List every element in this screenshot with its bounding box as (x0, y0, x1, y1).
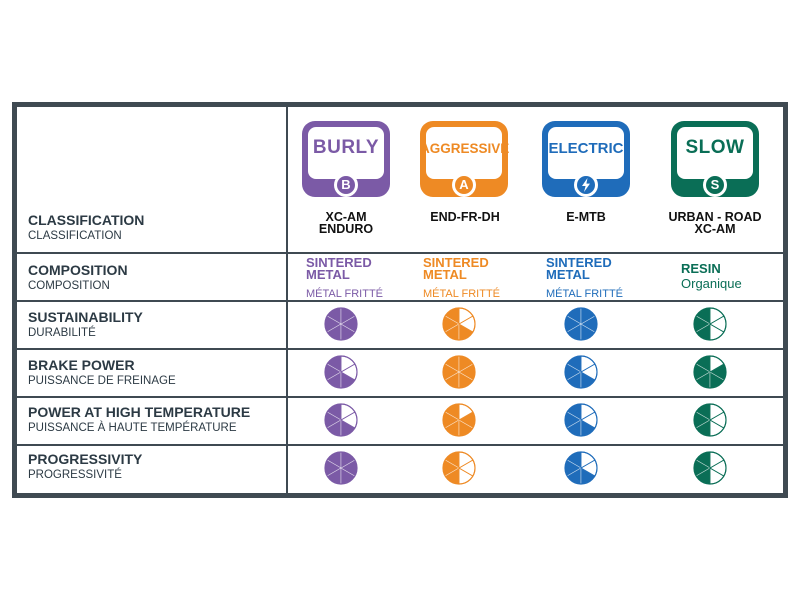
row-label-composition: COMPOSITION COMPOSITION (28, 262, 128, 293)
pie-outline (442, 451, 476, 485)
row-subtitle: PUISSANCE DE FREINAGE (28, 375, 176, 387)
row-subtitle: PROGRESSIVITÉ (28, 469, 122, 481)
pie-outline (693, 451, 727, 485)
rating-pie-slow-brake-power (693, 355, 727, 389)
pie-outline (442, 403, 476, 437)
comparison-table: CLASSIFICATION CLASSIFICATION COMPOSITIO… (12, 102, 788, 498)
rating-pie-burly-brake-power (324, 355, 358, 389)
badge-name: ELECTRIC (548, 140, 624, 157)
badge-electric: ELECTRIC (542, 121, 630, 197)
rating-pie-aggressive-brake-power (442, 355, 476, 389)
table-body: CLASSIFICATION CLASSIFICATION COMPOSITIO… (17, 107, 783, 493)
letter-s-icon: S (706, 176, 724, 194)
rating-pie-slow-high-temp (693, 403, 727, 437)
composition-burly: SINTERED METAL MÉTAL FRITTÉ (306, 255, 383, 300)
letter-a-icon: A (455, 176, 473, 194)
pie-outline (324, 403, 358, 437)
row-title: PROGRESSIVITY (28, 451, 143, 467)
rating-pie-slow-progressivity (693, 451, 727, 485)
badge-slow: SLOW S (671, 121, 759, 197)
pie-outline (564, 403, 598, 437)
row-title: BRAKE POWER (28, 357, 135, 373)
row-divider (17, 252, 783, 254)
row-divider (17, 300, 783, 302)
row-label-brake-power: BRAKE POWER PUISSANCE DE FREINAGE (28, 357, 176, 388)
row-label-progressivity: PROGRESSIVITY PROGRESSIVITÉ (28, 451, 142, 482)
rating-pie-electric-high-temp (564, 403, 598, 437)
row-divider (17, 396, 783, 398)
composition-electric: SINTERED METAL MÉTAL FRITTÉ (546, 255, 623, 300)
pie-outline (324, 451, 358, 485)
badge-name: AGGRESSIVE (420, 141, 510, 156)
pie-outline (442, 355, 476, 389)
rating-pie-slow-sustainability (693, 307, 727, 341)
pie-outline (693, 355, 727, 389)
pie-outline (564, 451, 598, 485)
row-title: POWER AT HIGH TEMPERATURE (28, 404, 251, 420)
rating-pie-burly-sustainability (324, 307, 358, 341)
pie-outline (693, 403, 727, 437)
badge-name: SLOW (685, 137, 745, 158)
row-label-high-temperature: POWER AT HIGH TEMPERATURE PUISSANCE À HA… (28, 404, 250, 435)
rating-pie-aggressive-progressivity (442, 451, 476, 485)
pie-outline (693, 307, 727, 341)
usage-burly: XC-AM ENDURO (318, 210, 374, 236)
rating-pie-aggressive-sustainability (442, 307, 476, 341)
lightning-bolt-icon (577, 176, 595, 194)
usage-slow: URBAN - ROAD XC-AM (668, 210, 762, 236)
row-label-sustainability: SUSTAINABILITY DURABILITÉ (28, 309, 143, 340)
row-subtitle: PUISSANCE À HAUTE TEMPÉRATURE (28, 422, 237, 434)
badge-aggressive: AGGRESSIVE A (420, 121, 510, 197)
row-subtitle: CLASSIFICATION (28, 230, 122, 242)
rating-pie-burly-high-temp (324, 403, 358, 437)
pie-outline (324, 307, 358, 341)
pie-outline (324, 355, 358, 389)
row-subtitle: COMPOSITION (28, 280, 110, 292)
composition-slow: RESIN Organique (681, 261, 742, 291)
usage-aggressive: END-FR-DH (430, 210, 500, 224)
rating-pie-electric-progressivity (564, 451, 598, 485)
row-subtitle: DURABILITÉ (28, 327, 96, 339)
row-title: SUSTAINABILITY (28, 309, 143, 325)
pie-outline (564, 307, 598, 341)
usage-electric: E-MTB (566, 210, 606, 224)
rating-pie-electric-sustainability (564, 307, 598, 341)
letter-b-icon: B (337, 176, 355, 194)
pie-outline (564, 355, 598, 389)
badge-name: BURLY (312, 137, 380, 158)
pie-outline (442, 307, 476, 341)
row-label-classification: CLASSIFICATION CLASSIFICATION (28, 212, 144, 243)
composition-aggressive: SINTERED METAL MÉTAL FRITTÉ (423, 255, 500, 300)
row-title: CLASSIFICATION (28, 212, 145, 228)
rating-pie-burly-progressivity (324, 451, 358, 485)
rating-pie-aggressive-high-temp (442, 403, 476, 437)
badge-burly: BURLY B (302, 121, 390, 197)
rating-pie-electric-brake-power (564, 355, 598, 389)
row-title: COMPOSITION (28, 262, 128, 278)
row-divider (17, 348, 783, 350)
row-divider (17, 444, 783, 446)
